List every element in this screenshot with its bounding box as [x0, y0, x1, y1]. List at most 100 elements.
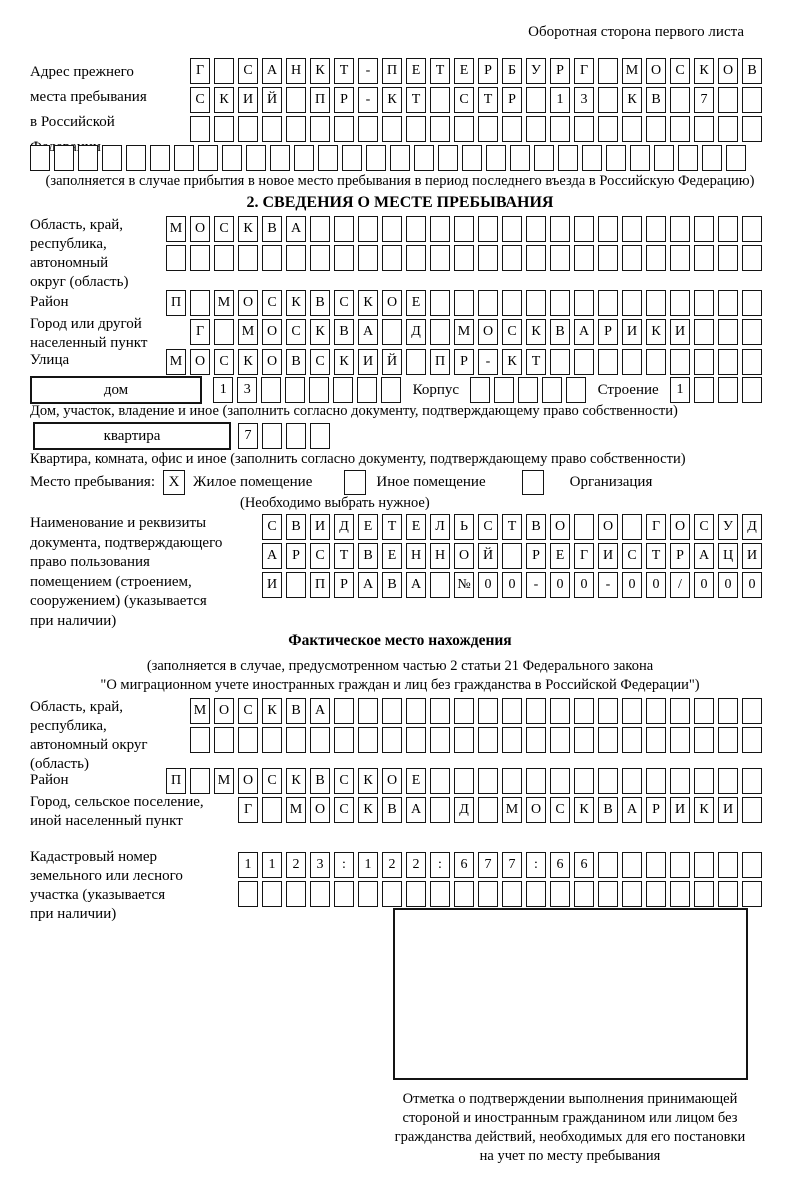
char-cell — [742, 698, 762, 724]
char-cell — [670, 216, 690, 242]
char-cell: Ь — [454, 514, 474, 540]
char-cell: В — [310, 290, 330, 316]
char-cell — [742, 797, 762, 823]
char-cell: 0 — [694, 572, 714, 598]
char-cell — [670, 881, 690, 907]
char-cell — [622, 245, 642, 271]
char-cell: К — [646, 319, 666, 345]
char-cell — [310, 727, 330, 753]
char-cell: М — [622, 58, 642, 84]
char-cell — [670, 245, 690, 271]
char-cell — [598, 349, 618, 375]
char-cell — [238, 116, 258, 142]
char-cell — [526, 116, 546, 142]
char-cell — [646, 116, 666, 142]
char-cell — [598, 87, 618, 113]
document-label: Наименование и реквизиты документа, подт… — [30, 515, 223, 629]
char-cell — [718, 881, 738, 907]
char-cell — [717, 377, 738, 403]
char-cell — [670, 768, 690, 794]
char-cell: О — [190, 216, 210, 242]
char-cell: К — [502, 349, 522, 375]
char-cell: С — [262, 290, 282, 316]
char-cell — [526, 881, 546, 907]
char-cell: О — [214, 698, 234, 724]
char-cell: А — [358, 319, 378, 345]
char-cell: И — [670, 319, 690, 345]
char-cell — [334, 698, 354, 724]
char-cell — [430, 797, 450, 823]
char-cell: Е — [358, 514, 378, 540]
char-cell: Г — [190, 319, 210, 345]
street-label: Улица — [30, 352, 70, 368]
char-cell — [470, 377, 491, 403]
char-cell — [430, 727, 450, 753]
char-cell — [102, 145, 122, 171]
stay-place-option-residential: Жилое помещение — [193, 474, 313, 490]
char-cell: В — [598, 797, 618, 823]
char-cell — [574, 290, 594, 316]
korpus-cells — [470, 377, 587, 403]
char-cell — [414, 145, 434, 171]
char-cell: 7 — [502, 852, 522, 878]
char-cell — [262, 727, 282, 753]
char-cell — [646, 727, 666, 753]
char-cell: - — [358, 87, 378, 113]
char-cell: Е — [382, 543, 402, 569]
char-cell — [670, 349, 690, 375]
char-cell — [366, 145, 386, 171]
char-cell — [550, 290, 570, 316]
char-cell: О — [454, 543, 474, 569]
char-cell — [742, 290, 762, 316]
char-cell: Г — [646, 514, 666, 540]
char-cell — [598, 698, 618, 724]
char-cell — [430, 290, 450, 316]
char-cell — [646, 290, 666, 316]
char-cell: Л — [430, 514, 450, 540]
char-cell — [310, 116, 330, 142]
char-cell — [126, 145, 146, 171]
char-cell: 1 — [550, 87, 570, 113]
char-cell — [574, 727, 594, 753]
char-cell: М — [454, 319, 474, 345]
char-cell — [742, 116, 762, 142]
region-row-2 — [166, 245, 762, 271]
char-cell — [670, 290, 690, 316]
char-cell: Д — [742, 514, 762, 540]
char-cell — [574, 881, 594, 907]
char-cell: - — [358, 58, 378, 84]
char-cell: С — [550, 797, 570, 823]
char-cell: В — [382, 797, 402, 823]
char-cell: 1 — [262, 852, 282, 878]
char-cell — [358, 116, 378, 142]
char-cell — [694, 768, 714, 794]
char-cell — [190, 290, 210, 316]
char-cell: Р — [670, 543, 690, 569]
char-cell: М — [286, 797, 306, 823]
region-label: Область, край, республика, автономный ок… — [30, 217, 129, 290]
char-cell — [718, 87, 738, 113]
char-cell: И — [718, 797, 738, 823]
char-cell: 3 — [574, 87, 594, 113]
char-cell — [390, 145, 410, 171]
char-cell: 3 — [237, 377, 258, 403]
char-cell — [214, 58, 234, 84]
char-cell: Е — [406, 58, 426, 84]
char-cell — [174, 145, 194, 171]
char-cell: Т — [430, 58, 450, 84]
char-cell: С — [214, 216, 234, 242]
char-cell — [574, 216, 594, 242]
char-cell — [334, 116, 354, 142]
cadastral-row-2 — [238, 881, 762, 907]
char-cell: Т — [382, 514, 402, 540]
char-cell: О — [550, 514, 570, 540]
char-cell: К — [694, 797, 714, 823]
char-cell: Р — [334, 572, 354, 598]
char-cell — [574, 116, 594, 142]
char-cell — [526, 245, 546, 271]
char-cell — [694, 116, 714, 142]
